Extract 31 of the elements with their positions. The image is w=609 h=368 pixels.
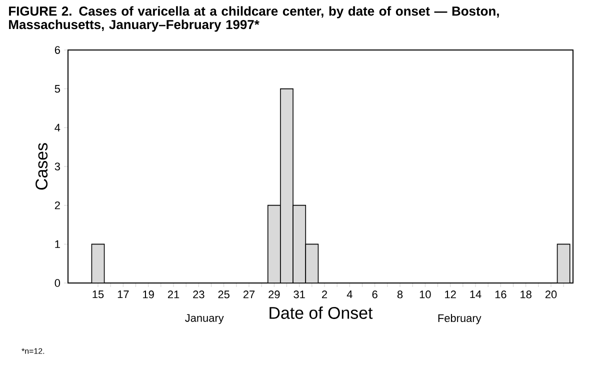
x-tick-label: 20 xyxy=(545,290,557,298)
x-tick-label: 15 xyxy=(92,290,104,298)
x-tick-label: 16 xyxy=(495,290,506,298)
y-tick-label: 3 xyxy=(54,162,60,170)
x-tick-label: 8 xyxy=(397,290,403,298)
x-tick-label: 12 xyxy=(445,290,456,298)
y-tick-label: 5 xyxy=(54,85,60,93)
y-tick-label: 6 xyxy=(54,46,60,54)
chart-title: FIGURE 2. Cases of varicella at a childcare center, by date of onset — Boston, Massachusetts, January–February 1997* xyxy=(9,6,499,32)
x-tick-label: 27 xyxy=(243,290,255,298)
x-tick-label: 2 xyxy=(322,290,328,298)
text: February xyxy=(438,314,482,324)
y-tick-label: 2 xyxy=(54,202,60,210)
x-tick-label: 23 xyxy=(193,290,204,298)
x-tick-label: 6 xyxy=(372,290,378,298)
y-axis-title: Cases xyxy=(36,143,48,190)
text: January xyxy=(185,314,224,324)
x-tick-label: 14 xyxy=(470,290,482,298)
x-tick-label: 10 xyxy=(420,290,431,298)
x-tick-label: 31 xyxy=(294,290,305,298)
x-tick-label: 17 xyxy=(118,290,129,298)
y-tick-label: 4 xyxy=(54,124,60,132)
x-tick-label: 21 xyxy=(168,290,180,298)
x-tick-label: 18 xyxy=(520,290,532,298)
y-tick-label: 1 xyxy=(55,240,60,248)
x-tick-label: 19 xyxy=(143,290,154,298)
x-axis-title: Date of Onset xyxy=(270,306,373,319)
x-tick-label: 4 xyxy=(346,290,352,298)
y-tick-label: 0 xyxy=(54,279,60,287)
x-tick-label: 29 xyxy=(268,290,280,298)
x-tick-label: 25 xyxy=(218,290,230,298)
